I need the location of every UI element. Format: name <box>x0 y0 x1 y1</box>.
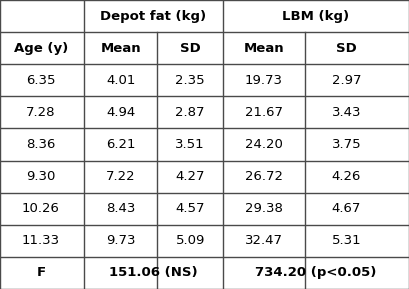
Text: 9.73: 9.73 <box>106 234 135 247</box>
Text: SD: SD <box>336 42 357 55</box>
Text: 24.20: 24.20 <box>245 138 283 151</box>
Text: 8.36: 8.36 <box>26 138 56 151</box>
Text: 5.31: 5.31 <box>332 234 361 247</box>
Text: 11.33: 11.33 <box>22 234 60 247</box>
Text: 19.73: 19.73 <box>245 74 283 87</box>
Text: LBM (kg): LBM (kg) <box>282 10 350 23</box>
Text: 8.43: 8.43 <box>106 202 135 215</box>
Text: 5.09: 5.09 <box>175 234 205 247</box>
Text: 734.20 (p<0.05): 734.20 (p<0.05) <box>255 266 377 279</box>
Text: 6.35: 6.35 <box>26 74 56 87</box>
Text: 21.67: 21.67 <box>245 106 283 119</box>
Text: Mean: Mean <box>100 42 141 55</box>
Text: 10.26: 10.26 <box>22 202 60 215</box>
Text: 9.30: 9.30 <box>26 170 56 183</box>
Text: 6.21: 6.21 <box>106 138 135 151</box>
Text: 29.38: 29.38 <box>245 202 283 215</box>
Text: 151.06 (NS): 151.06 (NS) <box>109 266 198 279</box>
Text: 3.51: 3.51 <box>175 138 205 151</box>
Text: 4.01: 4.01 <box>106 74 135 87</box>
Text: 4.57: 4.57 <box>175 202 205 215</box>
Text: 4.94: 4.94 <box>106 106 135 119</box>
Text: 7.22: 7.22 <box>106 170 135 183</box>
Text: 2.87: 2.87 <box>175 106 205 119</box>
Text: 26.72: 26.72 <box>245 170 283 183</box>
Text: F: F <box>36 266 45 279</box>
Text: Depot fat (kg): Depot fat (kg) <box>100 10 207 23</box>
Text: SD: SD <box>180 42 200 55</box>
Text: Age (y): Age (y) <box>14 42 68 55</box>
Text: 4.27: 4.27 <box>175 170 205 183</box>
Text: Mean: Mean <box>243 42 284 55</box>
Text: 7.28: 7.28 <box>26 106 56 119</box>
Text: 4.67: 4.67 <box>332 202 361 215</box>
Text: 4.26: 4.26 <box>332 170 361 183</box>
Text: 3.43: 3.43 <box>332 106 361 119</box>
Text: 2.35: 2.35 <box>175 74 205 87</box>
Text: 32.47: 32.47 <box>245 234 283 247</box>
Text: 3.75: 3.75 <box>332 138 361 151</box>
Text: 2.97: 2.97 <box>332 74 361 87</box>
